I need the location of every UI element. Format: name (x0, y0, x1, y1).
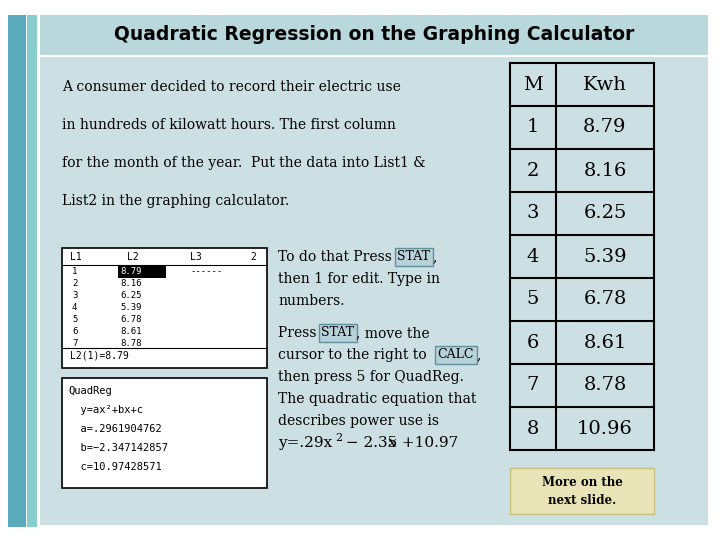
Text: b=−2.347142857: b=−2.347142857 (68, 443, 168, 453)
Text: M: M (523, 76, 543, 93)
Text: for the month of the year.  Put the data into List1 &: for the month of the year. Put the data … (62, 156, 426, 170)
Text: y=ax²+bx+c: y=ax²+bx+c (68, 405, 143, 415)
Text: y=.29x: y=.29x (278, 436, 332, 450)
Text: 5.39: 5.39 (120, 303, 142, 312)
Text: 8.61: 8.61 (120, 327, 142, 336)
Text: 8.79: 8.79 (583, 118, 626, 137)
Text: c=10.97428571: c=10.97428571 (68, 462, 162, 472)
Text: cursor to the right to: cursor to the right to (278, 348, 431, 362)
Text: 6.25: 6.25 (583, 205, 626, 222)
FancyBboxPatch shape (118, 266, 166, 278)
Text: STAT: STAT (397, 251, 431, 264)
Text: L3: L3 (190, 252, 202, 262)
Text: 4: 4 (72, 303, 77, 312)
Text: 8.16: 8.16 (583, 161, 626, 179)
Text: − 2.35: − 2.35 (341, 436, 397, 450)
Text: 5: 5 (72, 315, 77, 324)
Text: 6.78: 6.78 (120, 315, 142, 324)
FancyBboxPatch shape (62, 378, 267, 488)
Text: 2: 2 (72, 279, 77, 288)
FancyBboxPatch shape (8, 15, 26, 527)
FancyBboxPatch shape (435, 346, 477, 364)
Text: Kwh: Kwh (583, 76, 627, 93)
Text: STAT: STAT (322, 327, 354, 340)
Text: 4: 4 (527, 247, 539, 266)
FancyBboxPatch shape (510, 468, 654, 514)
Text: CALC: CALC (438, 348, 474, 361)
Text: 6: 6 (72, 327, 77, 336)
FancyBboxPatch shape (55, 62, 485, 240)
FancyBboxPatch shape (40, 15, 708, 55)
Text: ,: , (432, 250, 436, 264)
FancyBboxPatch shape (27, 15, 37, 527)
Text: Press: Press (278, 326, 321, 340)
Text: +10.97: +10.97 (397, 436, 458, 450)
Text: L1: L1 (70, 252, 82, 262)
Text: 7: 7 (72, 339, 77, 348)
FancyBboxPatch shape (395, 248, 433, 266)
Text: 8: 8 (527, 420, 539, 437)
Text: 8.16: 8.16 (120, 279, 142, 288)
Text: ------: ------ (190, 267, 222, 276)
Text: 2: 2 (335, 433, 342, 443)
Text: 1: 1 (72, 267, 77, 276)
Text: QuadReg: QuadReg (68, 386, 112, 396)
FancyBboxPatch shape (319, 324, 357, 342)
FancyBboxPatch shape (40, 57, 708, 525)
Text: 1: 1 (527, 118, 539, 137)
Text: 3: 3 (72, 291, 77, 300)
Text: , move the: , move the (356, 326, 430, 340)
Text: More on the
next slide.: More on the next slide. (541, 476, 622, 507)
Text: numbers.: numbers. (278, 294, 344, 308)
Text: x: x (388, 436, 397, 450)
Text: then 1 for edit. Type in: then 1 for edit. Type in (278, 272, 440, 286)
Text: 6: 6 (527, 334, 539, 352)
Text: L2(1)=8.79: L2(1)=8.79 (70, 351, 129, 361)
Text: A consumer decided to record their electric use: A consumer decided to record their elect… (62, 80, 401, 94)
Text: 8.61: 8.61 (583, 334, 626, 352)
Text: 3: 3 (527, 205, 539, 222)
Text: a=.2961904762: a=.2961904762 (68, 424, 162, 434)
Text: 5: 5 (527, 291, 539, 308)
Text: 7: 7 (527, 376, 539, 395)
Text: 2: 2 (527, 161, 539, 179)
Text: 2: 2 (250, 252, 256, 262)
Text: To do that Press: To do that Press (278, 250, 396, 264)
Text: in hundreds of kilowatt hours. The first column: in hundreds of kilowatt hours. The first… (62, 118, 396, 132)
Text: 6.25: 6.25 (120, 291, 142, 300)
Text: 8.79: 8.79 (120, 267, 142, 276)
Text: 6.78: 6.78 (583, 291, 626, 308)
Text: ,: , (476, 348, 480, 362)
Text: Quadratic Regression on the Graphing Calculator: Quadratic Regression on the Graphing Cal… (114, 25, 634, 44)
Text: describes power use is: describes power use is (278, 414, 439, 428)
Text: 10.96: 10.96 (577, 420, 633, 437)
Text: 5.39: 5.39 (583, 247, 627, 266)
Text: The quadratic equation that: The quadratic equation that (278, 392, 477, 406)
Text: then press 5 for QuadReg.: then press 5 for QuadReg. (278, 370, 464, 384)
Text: 8.78: 8.78 (120, 339, 142, 348)
FancyBboxPatch shape (62, 248, 267, 368)
Text: List2 in the graphing calculator.: List2 in the graphing calculator. (62, 194, 289, 208)
Text: 8.78: 8.78 (583, 376, 626, 395)
Text: L2: L2 (127, 252, 139, 262)
